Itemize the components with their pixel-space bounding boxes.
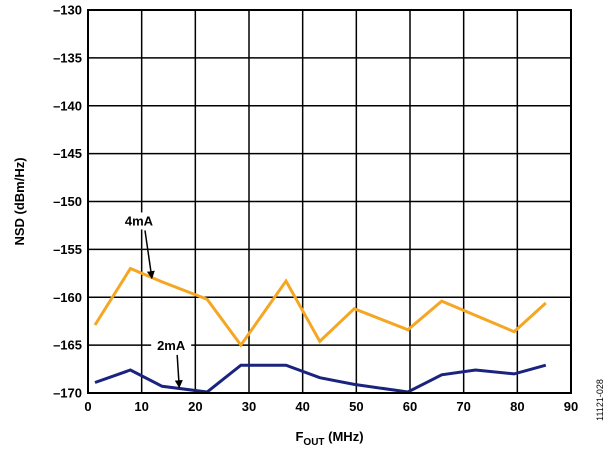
x-tick-label: 60 bbox=[403, 399, 417, 414]
grid bbox=[87, 9, 572, 394]
x-tick-labels: 0 10 20 30 40 50 60 70 80 90 bbox=[84, 399, 578, 414]
series-lines bbox=[93, 266, 547, 394]
y-tick-label: –150 bbox=[53, 194, 82, 209]
x-axis-title-main: F bbox=[295, 429, 303, 444]
y-tick-label: –145 bbox=[53, 146, 82, 161]
annotation-bg-4ma bbox=[118, 212, 159, 230]
x-tick-label: 70 bbox=[456, 399, 470, 414]
y-tick-label: –130 bbox=[53, 3, 82, 18]
y-tick-label: –135 bbox=[53, 50, 82, 65]
y-tick-label: –160 bbox=[53, 290, 82, 305]
series-line-4ma bbox=[93, 266, 547, 348]
x-tick-label: 20 bbox=[188, 399, 202, 414]
x-tick-label: 10 bbox=[134, 399, 148, 414]
y-axis-title: NSD (dBm/Hz) bbox=[12, 157, 27, 245]
x-axis-title-unit: (MHz) bbox=[325, 429, 364, 444]
x-axis-title: FOUT (MHz) bbox=[295, 429, 363, 448]
annotation-bg-2ma bbox=[151, 336, 192, 354]
plot-frame bbox=[87, 9, 572, 394]
annotation-arrow-2ma bbox=[174, 354, 183, 389]
x-tick-label: 30 bbox=[242, 399, 256, 414]
y-tick-label: –155 bbox=[53, 242, 82, 257]
x-tick-label: 40 bbox=[295, 399, 309, 414]
x-tick-label: 80 bbox=[510, 399, 524, 414]
x-tick-label: 50 bbox=[349, 399, 363, 414]
y-tick-label: –165 bbox=[53, 338, 82, 353]
annotation-label-4ma: 4mA bbox=[125, 213, 154, 228]
y-tick-label: –170 bbox=[53, 386, 82, 401]
x-axis-title-subscript: OUT bbox=[303, 437, 324, 448]
annotation-label-2ma: 2mA bbox=[157, 338, 186, 353]
x-tick-label: 0 bbox=[84, 399, 91, 414]
y-tick-label: –140 bbox=[53, 98, 82, 113]
series-line-2ma bbox=[94, 363, 547, 394]
x-tick-label: 90 bbox=[564, 399, 578, 414]
figure-id: 11121-028 bbox=[595, 379, 605, 421]
annotations: 4mA 2mA bbox=[118, 212, 192, 389]
y-tick-labels: –130 –135 –140 –145 –150 –155 –160 –165 –170 bbox=[53, 3, 82, 401]
annotation-arrow-4ma bbox=[144, 230, 155, 280]
